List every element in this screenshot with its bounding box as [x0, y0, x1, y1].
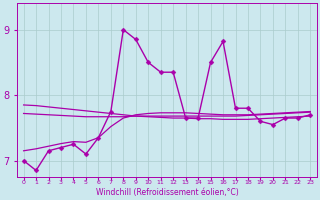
X-axis label: Windchill (Refroidissement éolien,°C): Windchill (Refroidissement éolien,°C)	[96, 188, 238, 197]
